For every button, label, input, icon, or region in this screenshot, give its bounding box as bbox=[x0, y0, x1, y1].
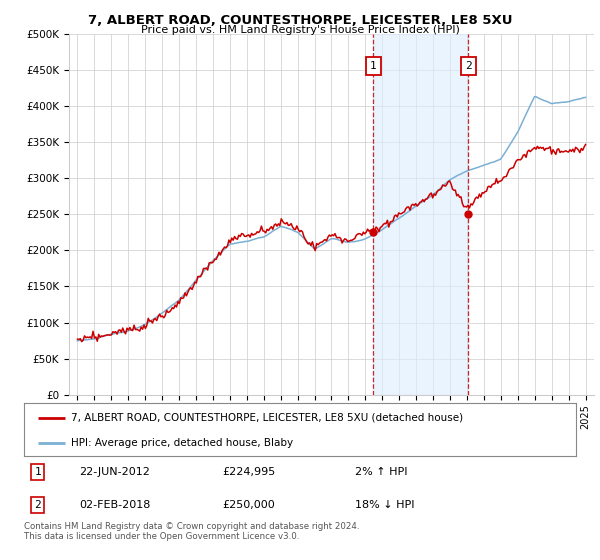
Text: 1: 1 bbox=[370, 61, 377, 71]
Text: 2% ↑ HPI: 2% ↑ HPI bbox=[355, 467, 408, 477]
Text: £224,995: £224,995 bbox=[223, 467, 276, 477]
Text: 02-FEB-2018: 02-FEB-2018 bbox=[79, 500, 151, 510]
Text: 2: 2 bbox=[465, 61, 472, 71]
Text: 18% ↓ HPI: 18% ↓ HPI bbox=[355, 500, 415, 510]
Text: 7, ALBERT ROAD, COUNTESTHORPE, LEICESTER, LE8 5XU (detached house): 7, ALBERT ROAD, COUNTESTHORPE, LEICESTER… bbox=[71, 413, 463, 423]
Bar bbox=[373, 34, 469, 395]
Text: 22-JUN-2012: 22-JUN-2012 bbox=[79, 467, 150, 477]
Text: 7, ALBERT ROAD, COUNTESTHORPE, LEICESTER, LE8 5XU: 7, ALBERT ROAD, COUNTESTHORPE, LEICESTER… bbox=[88, 14, 512, 27]
Text: Price paid vs. HM Land Registry's House Price Index (HPI): Price paid vs. HM Land Registry's House … bbox=[140, 25, 460, 35]
Text: 1: 1 bbox=[34, 467, 41, 477]
Text: Contains HM Land Registry data © Crown copyright and database right 2024.
This d: Contains HM Land Registry data © Crown c… bbox=[24, 522, 359, 542]
Text: HPI: Average price, detached house, Blaby: HPI: Average price, detached house, Blab… bbox=[71, 438, 293, 448]
Text: £250,000: £250,000 bbox=[223, 500, 275, 510]
Text: 2: 2 bbox=[34, 500, 41, 510]
